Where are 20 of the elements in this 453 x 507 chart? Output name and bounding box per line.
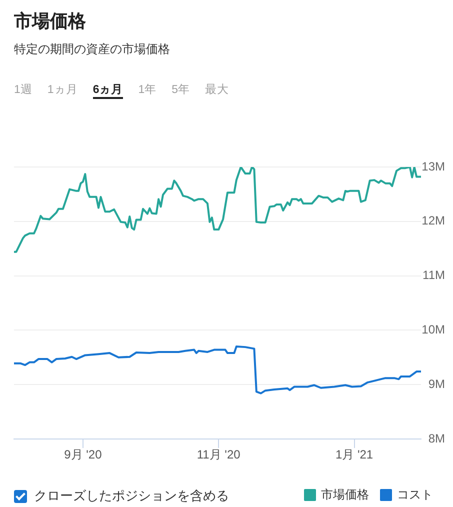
y-tick-label: 8M [428,431,445,446]
chart-subtitle: 特定の期間の資産の市場価格 [14,41,170,58]
legend-label: 市場価格 [321,487,369,502]
x-tick-label: 1月 '21 [335,448,374,462]
text: 6ヵ月 [92,84,124,99]
y-tick-label: 13M [422,159,446,174]
y-tick-label: 12M [422,214,446,228]
y-tick-label: 10M [422,322,446,337]
text: 5年 [172,84,190,97]
y-tick-label: 11M [422,268,446,282]
text: 1ヵ月 [47,84,78,97]
y-tick-label: 9M [428,376,445,391]
text: 1週 [14,84,32,97]
x-tick-label: 11月 '20 [196,448,241,462]
text: クローズしたポジションを含める [34,487,229,505]
text: 1年 [138,84,157,97]
text: 最大 [205,84,230,97]
legend-label: コスト [397,487,433,502]
chart-title: 市場価格 [14,10,86,33]
x-tick-label: 9月 '20 [64,448,102,462]
